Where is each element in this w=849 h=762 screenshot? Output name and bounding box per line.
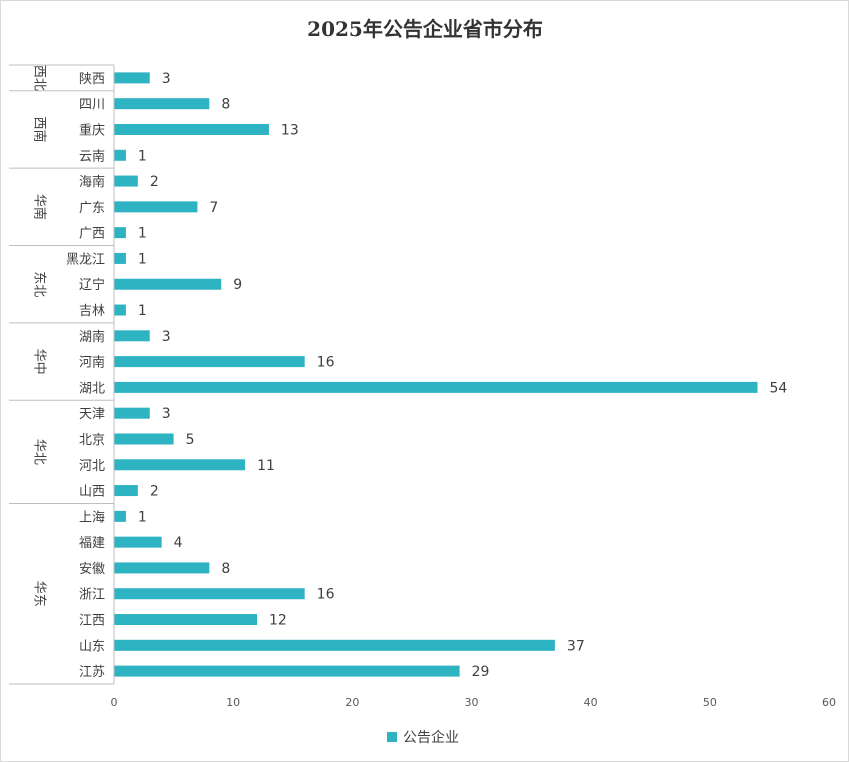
category-label: 天津 bbox=[79, 407, 105, 422]
data-label: 2 bbox=[150, 174, 159, 190]
category-label: 安徽 bbox=[79, 562, 105, 577]
region-label: 东北 bbox=[32, 271, 47, 297]
data-label: 8 bbox=[221, 97, 230, 113]
data-label: 11 bbox=[257, 458, 275, 474]
region-label: 华南 bbox=[32, 194, 48, 220]
category-label: 陕西 bbox=[79, 72, 105, 87]
bar bbox=[114, 510, 126, 522]
data-label: 13 bbox=[281, 122, 299, 138]
data-label: 29 bbox=[472, 664, 490, 680]
legend-label: 公告企业 bbox=[403, 729, 459, 746]
category-label: 北京 bbox=[79, 433, 105, 448]
data-label: 1 bbox=[138, 251, 147, 267]
bar bbox=[114, 278, 222, 290]
chart-title: 2025年公告企业省市分布 bbox=[307, 17, 543, 41]
data-label: 37 bbox=[567, 638, 585, 654]
category-label: 江西 bbox=[79, 614, 105, 629]
x-tick-label: 20 bbox=[345, 696, 359, 709]
data-label: 16 bbox=[317, 355, 335, 371]
bar bbox=[114, 614, 257, 626]
bar bbox=[114, 562, 210, 574]
bar bbox=[114, 227, 126, 239]
bar bbox=[114, 98, 210, 110]
x-tick-label: 10 bbox=[226, 696, 240, 709]
data-label: 1 bbox=[138, 303, 147, 319]
x-tick-label: 60 bbox=[822, 696, 836, 709]
bar bbox=[114, 381, 758, 393]
category-label: 山西 bbox=[79, 485, 105, 500]
bar bbox=[114, 588, 305, 600]
region-label: 华中 bbox=[32, 349, 47, 375]
x-tick-label: 30 bbox=[465, 696, 479, 709]
category-label: 重庆 bbox=[79, 122, 105, 138]
bar bbox=[114, 330, 150, 342]
bar bbox=[114, 356, 305, 368]
data-label: 1 bbox=[138, 509, 147, 525]
bar bbox=[114, 123, 269, 135]
category-label: 河北 bbox=[79, 459, 105, 474]
x-tick-label: 50 bbox=[703, 696, 717, 709]
category-label: 黑龙江 bbox=[66, 252, 105, 267]
bar bbox=[114, 639, 555, 651]
legend-swatch bbox=[387, 732, 397, 742]
bar bbox=[114, 304, 126, 316]
bar bbox=[114, 149, 126, 161]
bar bbox=[114, 201, 198, 213]
category-label: 海南 bbox=[79, 174, 105, 190]
data-label: 2 bbox=[150, 484, 159, 500]
category-label: 山东 bbox=[79, 639, 105, 654]
data-label: 16 bbox=[317, 587, 335, 603]
region-label: 华东 bbox=[32, 581, 47, 607]
data-label: 3 bbox=[162, 71, 171, 87]
bar bbox=[114, 175, 138, 187]
x-tick-label: 0 bbox=[111, 696, 118, 709]
category-label: 广西 bbox=[79, 227, 105, 242]
region-label: 华北 bbox=[32, 439, 47, 465]
bar bbox=[114, 665, 460, 677]
bar bbox=[114, 459, 246, 471]
data-label: 4 bbox=[174, 535, 183, 551]
category-label: 上海 bbox=[79, 510, 105, 525]
bar bbox=[114, 252, 126, 264]
data-label: 9 bbox=[233, 277, 242, 293]
bar bbox=[114, 72, 150, 84]
data-label: 1 bbox=[138, 148, 147, 164]
category-label: 吉林 bbox=[79, 304, 105, 319]
data-label: 5 bbox=[186, 432, 195, 448]
category-label: 辽宁 bbox=[79, 277, 105, 293]
data-label: 3 bbox=[162, 406, 171, 422]
data-label: 12 bbox=[269, 613, 287, 629]
bar bbox=[114, 536, 162, 548]
data-label: 1 bbox=[138, 226, 147, 242]
region-label: 西北 bbox=[32, 65, 47, 91]
category-label: 河南 bbox=[79, 355, 105, 371]
bar bbox=[114, 407, 150, 419]
data-label: 7 bbox=[209, 200, 218, 216]
category-label: 湖南 bbox=[79, 329, 105, 345]
bar bbox=[114, 485, 138, 497]
category-label: 湖北 bbox=[79, 381, 105, 396]
category-label: 云南 bbox=[79, 148, 105, 164]
category-label: 浙江 bbox=[79, 588, 105, 603]
data-label: 54 bbox=[770, 380, 788, 396]
bar bbox=[114, 433, 174, 445]
region-label: 西南 bbox=[32, 116, 48, 142]
x-tick-label: 40 bbox=[584, 696, 598, 709]
category-label: 江苏 bbox=[79, 664, 105, 680]
data-label: 3 bbox=[162, 329, 171, 345]
category-label: 四川 bbox=[79, 98, 105, 113]
category-label: 福建 bbox=[79, 536, 105, 551]
data-label: 8 bbox=[221, 561, 230, 577]
legend: 公告企业 bbox=[387, 729, 459, 746]
category-label: 广东 bbox=[79, 201, 105, 216]
